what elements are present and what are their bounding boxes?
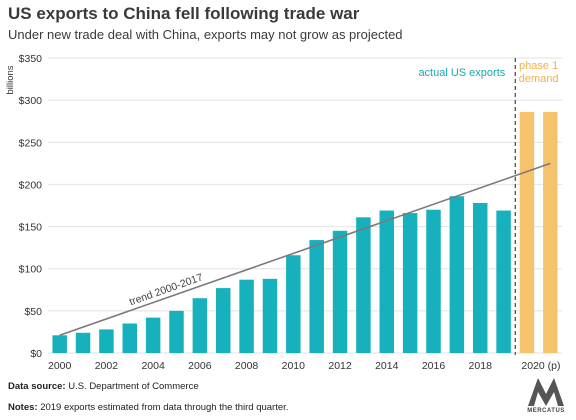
bar-2000 — [52, 335, 67, 353]
x-tick-label: 2012 — [328, 360, 352, 372]
y-tick-label: $150 — [19, 222, 43, 234]
mercatus-logo-mark — [528, 378, 564, 406]
y-tick-label: $300 — [19, 95, 43, 107]
data-source-label: Data source: — [8, 381, 66, 392]
notes-text: 2019 exports estimated from data through… — [37, 402, 289, 413]
bar-2018 — [472, 202, 488, 353]
chart-subtitle: Under new trade deal with China, exports… — [8, 27, 403, 42]
mercatus-logo: MERCATUS — [524, 374, 568, 418]
notes: Notes: 2019 exports estimated from data … — [8, 402, 288, 413]
bar-2003 — [122, 323, 138, 353]
y-tick-label: $200 — [19, 179, 43, 191]
data-source: Data source: U.S. Department of Commerce — [8, 381, 199, 392]
y-tick-label: $50 — [24, 306, 42, 318]
bar-2007 — [215, 288, 231, 353]
projected-label: phase 1 demand — [519, 60, 559, 85]
x-tick-label: 2006 — [188, 360, 212, 372]
data-source-text: U.S. Department of Commerce — [65, 381, 199, 392]
bar-2009 — [262, 278, 278, 353]
projected-bar-2021 — [543, 111, 558, 353]
bar-2010 — [286, 255, 301, 353]
y-tick-label: $0 — [30, 348, 42, 360]
notes-label: Notes: — [8, 402, 38, 413]
bar-2005 — [169, 310, 184, 353]
x-tick-label: 2004 — [141, 360, 165, 372]
x-tick-label: 2008 — [235, 360, 259, 372]
mercatus-logo-text: MERCATUS — [527, 408, 565, 414]
bar-2011 — [309, 240, 324, 353]
bar-2001 — [75, 332, 91, 353]
bars — [52, 196, 511, 353]
trend-line — [59, 162, 551, 337]
bar-2014 — [379, 210, 395, 353]
x-tick-label: 2010 — [282, 360, 306, 372]
x-tick-label: 2020 (p) — [521, 360, 560, 372]
y-tick-label: $350 — [19, 53, 43, 65]
bar-2008 — [239, 279, 254, 353]
x-tick-labels: 2000 2002 2004 2006 2008 2010 2012 2014 2016 2018… — [48, 360, 561, 372]
x-tick-label: 2018 — [469, 360, 493, 372]
bar-2012 — [332, 230, 348, 353]
x-tick-label: 2014 — [375, 360, 399, 372]
bar-2006 — [192, 298, 208, 353]
x-tick-label: 2016 — [422, 360, 446, 372]
bar-2013 — [356, 217, 371, 353]
x-tick-label: 2002 — [95, 360, 119, 372]
chart-title: US exports to China fell following trade… — [8, 4, 360, 23]
bar-2015 — [402, 213, 418, 353]
bar-2002 — [99, 329, 114, 353]
y-tick-label: $250 — [19, 137, 43, 149]
bar-2017 — [449, 196, 465, 353]
bar-2016 — [426, 209, 441, 353]
bar-2019 — [496, 210, 511, 353]
x-tick-label: 2000 — [48, 360, 72, 372]
y-tick-labels: $0 $50 $100 $150 $200 $250 $300 $350 — [19, 53, 43, 360]
y-tick-label: $100 — [19, 264, 43, 276]
projected-bars — [519, 111, 558, 353]
bar-chart: $0$50$100$150$200$250$300$350 trend 2000… — [5, 53, 562, 372]
actual-exports-label: actual US exports — [418, 67, 505, 79]
projected-bar-2020 — [519, 111, 535, 353]
y-axis-label: billions — [5, 65, 16, 94]
bar-2004 — [145, 317, 161, 353]
